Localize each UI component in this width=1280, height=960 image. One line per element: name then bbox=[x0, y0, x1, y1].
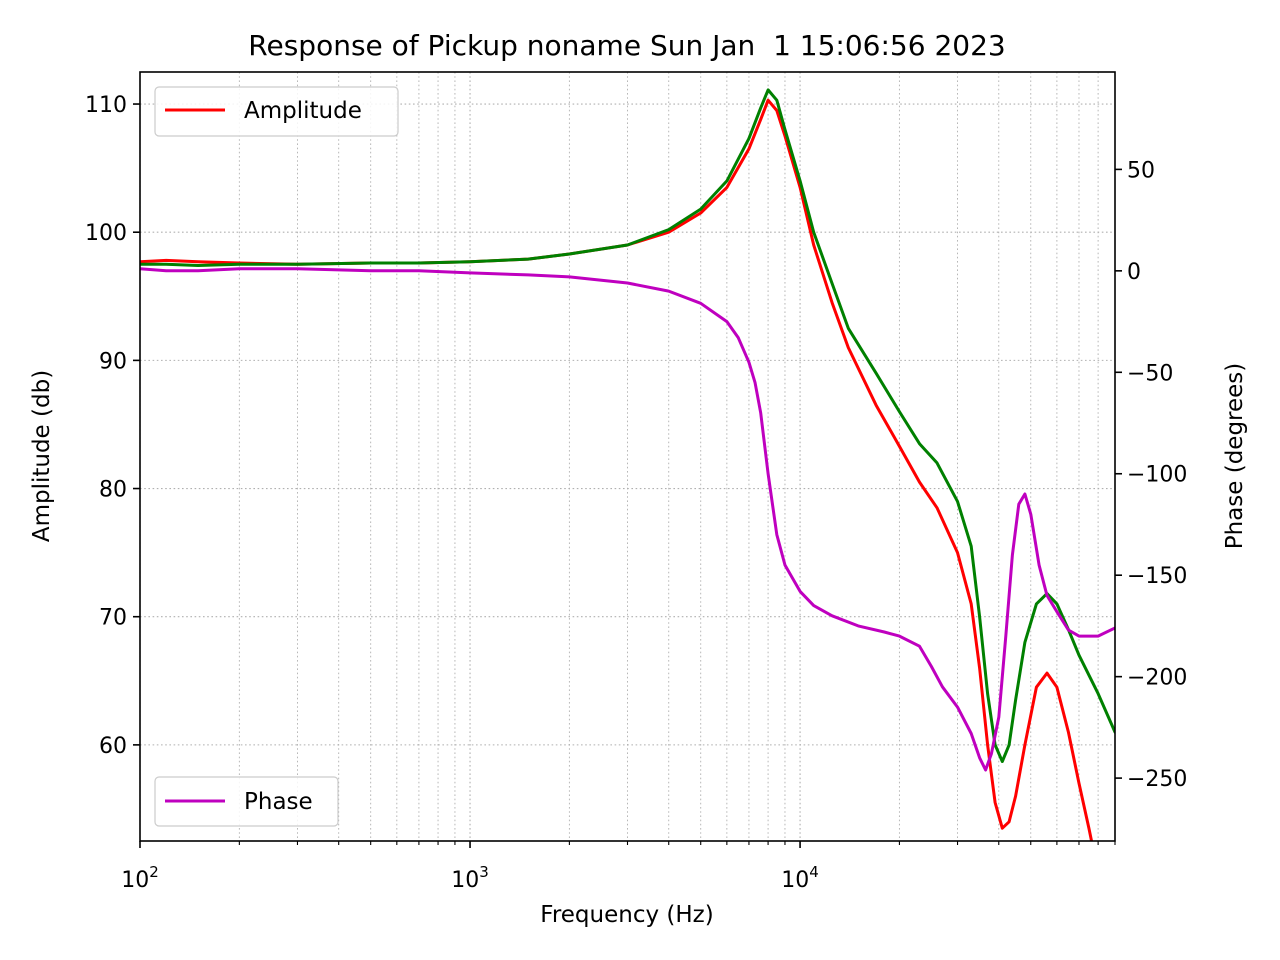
x-tick-base: 10 bbox=[121, 868, 149, 893]
series-lines bbox=[140, 88, 1115, 841]
legend-phase-label: Phase bbox=[244, 789, 313, 815]
y-tick-label: 110 bbox=[85, 93, 127, 118]
x-tick-label: 104 bbox=[781, 863, 819, 893]
y2-tick-label: −50 bbox=[1127, 361, 1173, 386]
y2-tick-label: −200 bbox=[1127, 666, 1187, 691]
x-tick-exponent: 4 bbox=[809, 863, 819, 881]
legend-phase-box bbox=[154, 776, 339, 827]
legend-phase: Phase bbox=[154, 776, 339, 827]
y2-axis-ticks: 50 0 −50 −100 −150 −200 −250 bbox=[1115, 158, 1187, 792]
y2-tick-label: 50 bbox=[1127, 158, 1155, 183]
y-tick-label: 80 bbox=[99, 478, 127, 503]
x-axis-label: Frequency (Hz) bbox=[540, 902, 713, 928]
y2-tick-label: −150 bbox=[1127, 564, 1187, 589]
series-line-3 bbox=[140, 267, 1115, 772]
x-tick-exponent: 3 bbox=[479, 863, 489, 881]
y-tick-label: 90 bbox=[99, 349, 127, 374]
y-tick-label: 100 bbox=[85, 221, 127, 246]
x-tick-base: 10 bbox=[781, 868, 809, 893]
chart-title: Response of Pickup noname Sun Jan 1 15:0… bbox=[248, 29, 1005, 62]
legend-amplitude-label: Amplitude bbox=[244, 98, 362, 124]
x-tick-base: 10 bbox=[451, 868, 479, 893]
y2-tick-label: −100 bbox=[1127, 463, 1187, 488]
y-axis-ticks: 60 70 80 90 100 110 bbox=[85, 93, 140, 759]
x-axis-ticks: 102 103 104 bbox=[121, 841, 1116, 893]
x-tick-exponent: 2 bbox=[149, 863, 159, 881]
legend-amplitude: Amplitude bbox=[154, 86, 399, 137]
x-tick-label: 102 bbox=[121, 863, 159, 893]
y2-tick-label: −250 bbox=[1127, 767, 1187, 792]
y-axis-label: Amplitude (db) bbox=[29, 370, 55, 542]
y-tick-label: 70 bbox=[99, 606, 127, 631]
grid-lines bbox=[139, 72, 1116, 841]
series-line-2 bbox=[140, 88, 1115, 763]
y-tick-label: 60 bbox=[99, 734, 127, 759]
legend-amplitude-box bbox=[154, 86, 399, 137]
y2-axis-label: Phase (degrees) bbox=[1222, 363, 1248, 550]
y2-tick-label: 0 bbox=[1127, 260, 1141, 285]
x-tick-label: 103 bbox=[451, 863, 489, 893]
